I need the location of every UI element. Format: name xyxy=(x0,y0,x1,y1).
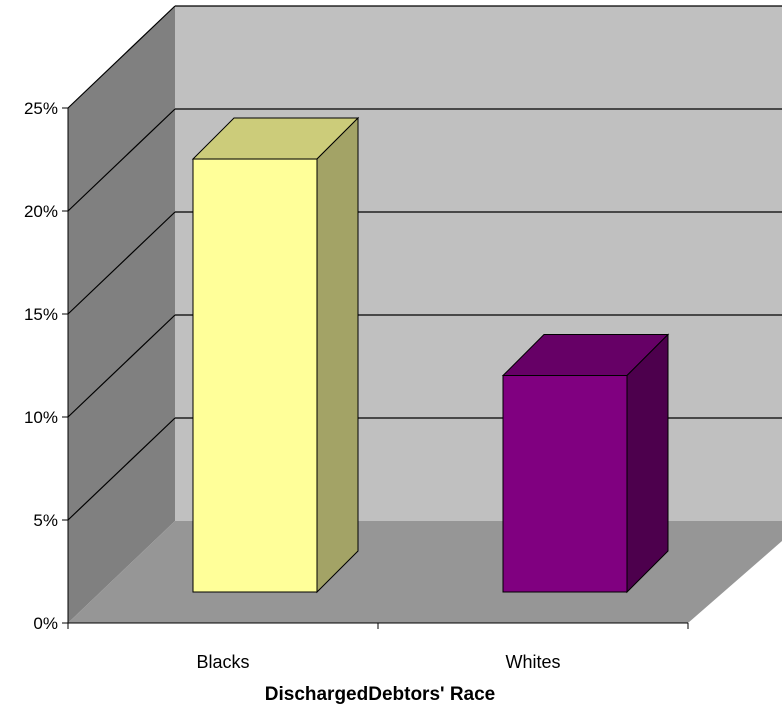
gridline-side xyxy=(67,108,176,212)
y-tick-label: 10% xyxy=(24,408,58,427)
y-tick-label: 20% xyxy=(24,202,58,221)
bar-whites xyxy=(501,333,670,594)
x-tick-label: Blacks xyxy=(196,652,249,672)
x-axis: Blacks Whites xyxy=(67,622,689,672)
y-axis: 0% 5% 10% 15% 20% 25% xyxy=(24,99,69,633)
y-tick-label: 15% xyxy=(24,305,58,324)
y-tick-label: 5% xyxy=(33,511,58,530)
bars xyxy=(191,116,670,594)
floor xyxy=(68,521,782,623)
gridline-side xyxy=(67,5,176,109)
bar-front xyxy=(192,158,318,593)
y-tick-label: 25% xyxy=(24,99,58,118)
gridline-side xyxy=(67,211,176,315)
x-tick-label: Whites xyxy=(505,652,560,672)
bar-blacks xyxy=(191,116,360,594)
side-wall xyxy=(68,6,175,623)
bar-front xyxy=(502,375,628,593)
bar-side xyxy=(316,116,359,594)
gridline-side xyxy=(67,314,176,418)
x-axis-title: DischargedDebtors' Race xyxy=(265,684,496,705)
y-tick-label: 0% xyxy=(33,614,58,633)
gridline-side xyxy=(67,417,176,521)
bar-side xyxy=(626,333,669,594)
